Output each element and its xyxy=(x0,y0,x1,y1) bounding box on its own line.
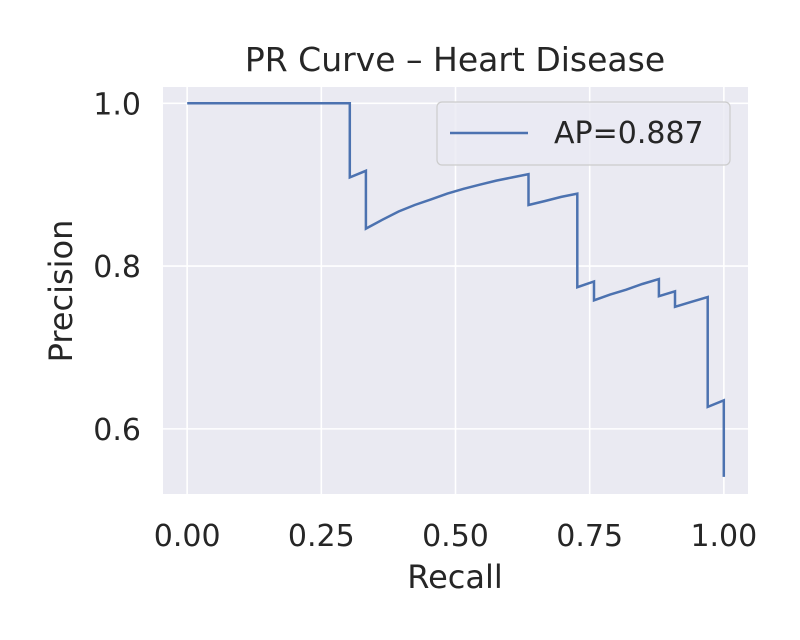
series-line xyxy=(187,102,726,477)
legend: AP=0.887 xyxy=(436,101,731,166)
series-lines xyxy=(187,102,726,477)
y-tick-label: 0.6 xyxy=(93,413,141,448)
y-axis-label: Precision xyxy=(42,220,80,363)
x-tick-label: 0.50 xyxy=(422,519,489,554)
x-axis-label: Recall xyxy=(407,558,502,596)
x-tick-labels: 0.00 0.25 0.50 0.75 1.00 xyxy=(154,519,757,554)
y-tick-label: 0.8 xyxy=(93,250,141,285)
chart-title: PR Curve – Heart Disease xyxy=(245,40,665,79)
x-tick-label: 0.75 xyxy=(556,519,623,554)
x-tick-label: 1.00 xyxy=(690,519,757,554)
legend-label: AP=0.887 xyxy=(554,116,704,151)
x-tick-label: 0.25 xyxy=(288,519,355,554)
legend-box xyxy=(436,101,731,166)
y-tick-labels: 0.6 0.8 1.0 xyxy=(93,87,141,448)
y-tick-label: 1.0 xyxy=(93,87,141,122)
x-tick-label: 0.00 xyxy=(154,519,221,554)
